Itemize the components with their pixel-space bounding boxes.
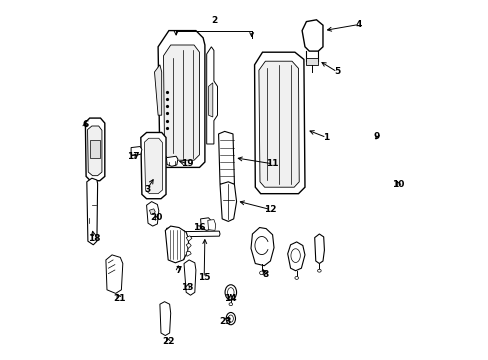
Polygon shape [106, 255, 122, 293]
Text: 4: 4 [355, 20, 362, 29]
Polygon shape [131, 147, 142, 156]
Polygon shape [167, 231, 220, 237]
Polygon shape [258, 61, 299, 187]
Polygon shape [154, 65, 162, 115]
Text: 17: 17 [127, 152, 140, 161]
Polygon shape [158, 31, 204, 167]
Polygon shape [206, 47, 217, 144]
Text: 2: 2 [210, 16, 217, 25]
Text: 15: 15 [198, 274, 210, 282]
Polygon shape [314, 234, 324, 264]
Polygon shape [165, 226, 188, 263]
Text: 20: 20 [150, 213, 162, 222]
Polygon shape [287, 242, 305, 271]
Text: 5: 5 [334, 68, 340, 77]
Polygon shape [144, 138, 162, 194]
Text: 3: 3 [144, 184, 150, 194]
Text: 8: 8 [262, 270, 268, 279]
Text: 12: 12 [264, 205, 276, 214]
Ellipse shape [227, 288, 234, 297]
Ellipse shape [228, 303, 232, 306]
Text: 18: 18 [87, 234, 100, 243]
Polygon shape [87, 126, 102, 176]
Polygon shape [200, 218, 212, 230]
Polygon shape [163, 45, 199, 160]
Polygon shape [302, 20, 322, 51]
Polygon shape [186, 251, 191, 256]
Text: 23: 23 [219, 317, 231, 325]
Text: 7: 7 [175, 266, 181, 275]
Polygon shape [250, 228, 273, 266]
Text: 13: 13 [181, 283, 193, 292]
Text: 11: 11 [266, 159, 278, 168]
Text: 1: 1 [323, 133, 329, 142]
Text: 10: 10 [391, 180, 404, 189]
Polygon shape [183, 260, 196, 295]
Polygon shape [306, 58, 318, 65]
Polygon shape [146, 202, 159, 226]
Text: 6: 6 [82, 120, 88, 129]
Polygon shape [87, 178, 98, 245]
Text: 14: 14 [224, 294, 237, 302]
Ellipse shape [294, 276, 298, 279]
Polygon shape [186, 236, 192, 241]
Ellipse shape [228, 315, 233, 322]
Ellipse shape [225, 312, 235, 325]
Ellipse shape [259, 271, 264, 275]
Text: 19: 19 [181, 159, 194, 168]
Text: 16: 16 [193, 223, 205, 232]
Polygon shape [186, 243, 191, 248]
Polygon shape [220, 182, 236, 221]
Polygon shape [208, 83, 212, 117]
Ellipse shape [317, 269, 321, 272]
Polygon shape [85, 118, 104, 181]
Polygon shape [166, 228, 171, 240]
Text: 9: 9 [373, 132, 379, 140]
Polygon shape [254, 52, 305, 194]
Polygon shape [149, 209, 155, 215]
Polygon shape [160, 302, 170, 336]
Ellipse shape [224, 285, 236, 300]
Polygon shape [207, 220, 215, 230]
Text: 22: 22 [162, 337, 174, 346]
Polygon shape [141, 132, 166, 199]
Text: 21: 21 [113, 294, 125, 302]
Polygon shape [89, 140, 101, 158]
Polygon shape [218, 131, 234, 186]
Polygon shape [166, 156, 178, 166]
